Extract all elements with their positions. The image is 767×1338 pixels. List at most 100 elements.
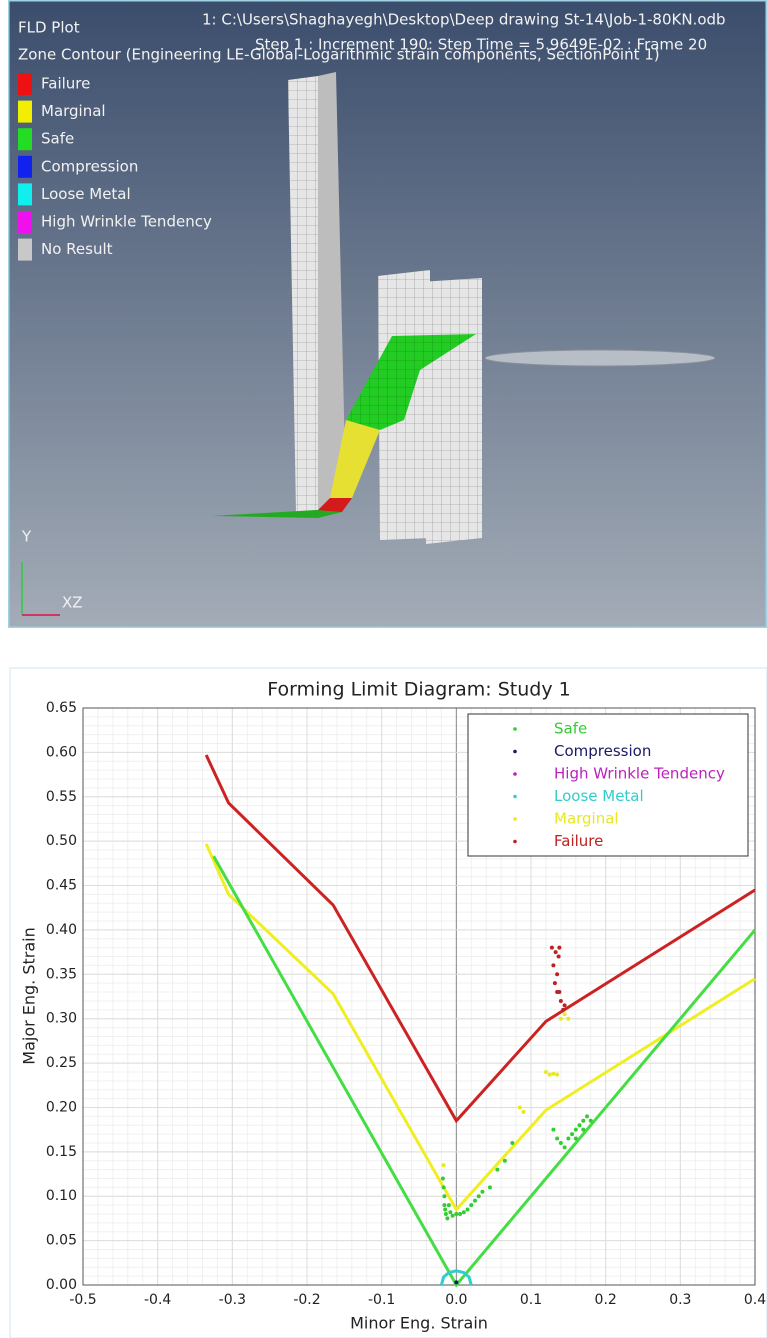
blank-left <box>212 510 342 518</box>
legend-label: Loose Metal <box>554 787 644 805</box>
y-tick-label: 0.55 <box>46 789 77 805</box>
legend-swatch <box>18 155 32 178</box>
y-tick-label: 0.10 <box>46 1188 77 1204</box>
point <box>547 1072 552 1077</box>
point <box>562 1003 567 1008</box>
legend-label: Marginal <box>41 102 106 120</box>
x-tick-label: -0.5 <box>69 1292 96 1308</box>
point <box>588 1118 593 1123</box>
x-tick-label: 0.4 <box>744 1292 766 1308</box>
point <box>461 1210 466 1215</box>
point <box>555 972 560 977</box>
y-tick-label: 0.00 <box>46 1277 77 1293</box>
legend-swatch <box>18 73 32 95</box>
y-tick-label: 0.40 <box>46 922 77 938</box>
legend-marker <box>513 727 517 731</box>
legend-label: High Wrinkle Tendency <box>41 213 212 231</box>
point <box>573 1136 578 1141</box>
point <box>555 1072 560 1077</box>
legend-label: High Wrinkle Tendency <box>554 765 725 783</box>
point <box>566 1016 571 1021</box>
y-tick-label: 0.35 <box>46 966 77 982</box>
legend-label: Failure <box>554 832 603 850</box>
point <box>441 1185 446 1190</box>
y-tick-label: 0.30 <box>46 1011 77 1027</box>
x-tick-label: 0.0 <box>445 1292 467 1308</box>
viewport-contour: Zone Contour (Engineering LE-Global-Loga… <box>18 46 660 64</box>
point <box>517 1105 522 1110</box>
legend-marker <box>513 794 517 799</box>
point <box>480 1189 485 1194</box>
x-tick-label: -0.2 <box>293 1292 320 1308</box>
legend-swatch <box>18 183 32 206</box>
legend-label: Marginal <box>554 810 619 828</box>
y-tick-label: 0.65 <box>46 700 77 716</box>
point <box>502 1158 507 1163</box>
chart: Forming Limit Diagram: Study 1 Minor Eng… <box>9 667 767 1338</box>
point <box>454 1211 459 1216</box>
cup-failure <box>316 498 352 512</box>
viewport: FLD Plot 1: C:\Users\Shaghayegh\Desktop\… <box>8 0 767 628</box>
point <box>465 1207 470 1212</box>
point <box>458 1211 463 1216</box>
punch-left-side <box>318 72 346 510</box>
point <box>446 1203 451 1208</box>
legend-label: Safe <box>41 130 74 148</box>
model <box>212 72 716 544</box>
point <box>440 1176 445 1181</box>
point <box>585 1114 589 1119</box>
limit-curve <box>212 855 757 1288</box>
die-right <box>420 278 482 544</box>
blank-flange <box>484 349 716 367</box>
axis-label: XZ <box>62 594 83 612</box>
x-tick-label: -0.3 <box>219 1292 246 1308</box>
chart-title: Forming Limit Diagram: Study 1 <box>267 679 570 701</box>
point <box>573 1127 578 1132</box>
point <box>562 1145 567 1150</box>
point <box>566 1136 571 1141</box>
legend-label: Compression <box>41 157 138 175</box>
point <box>476 1194 481 1199</box>
x-tick-label: -0.1 <box>368 1292 395 1308</box>
legend-box <box>467 713 749 857</box>
point <box>558 1140 563 1145</box>
point <box>442 1194 447 1199</box>
point <box>551 1071 556 1076</box>
point <box>469 1203 474 1208</box>
legend-marker <box>513 772 517 776</box>
point <box>553 950 558 955</box>
legend-label: No Result <box>41 240 113 258</box>
legend-swatch <box>18 238 32 261</box>
point <box>562 1012 567 1017</box>
point <box>443 1211 448 1216</box>
point <box>448 1210 453 1215</box>
point <box>443 1207 448 1212</box>
point <box>549 945 554 950</box>
point <box>442 1203 447 1208</box>
point <box>561 1007 566 1012</box>
legend-label: Loose Metal <box>41 185 131 203</box>
point <box>577 1123 582 1128</box>
point <box>445 1216 450 1221</box>
point <box>551 963 556 968</box>
point <box>450 1213 455 1218</box>
viewport-legend: Failure Marginal Safe Compression Loose Meta… <box>18 73 212 261</box>
point <box>543 1069 548 1074</box>
point <box>581 1118 586 1123</box>
point <box>558 998 563 1003</box>
legend-swatch <box>18 100 32 123</box>
legend-label: Compression <box>554 742 651 760</box>
point <box>521 1109 526 1114</box>
viewport-title: FLD Plot <box>18 19 80 37</box>
x-tick-label: 0.2 <box>595 1292 617 1308</box>
y-tick-label: 0.50 <box>46 833 77 849</box>
limit-curve <box>439 1269 473 1286</box>
legend-label: Failure <box>41 75 90 93</box>
point <box>581 1127 586 1132</box>
point <box>473 1198 477 1203</box>
y-tick-label: 0.45 <box>46 878 77 894</box>
y-tick-label: 0.60 <box>46 744 77 760</box>
legend-swatch <box>18 128 32 151</box>
